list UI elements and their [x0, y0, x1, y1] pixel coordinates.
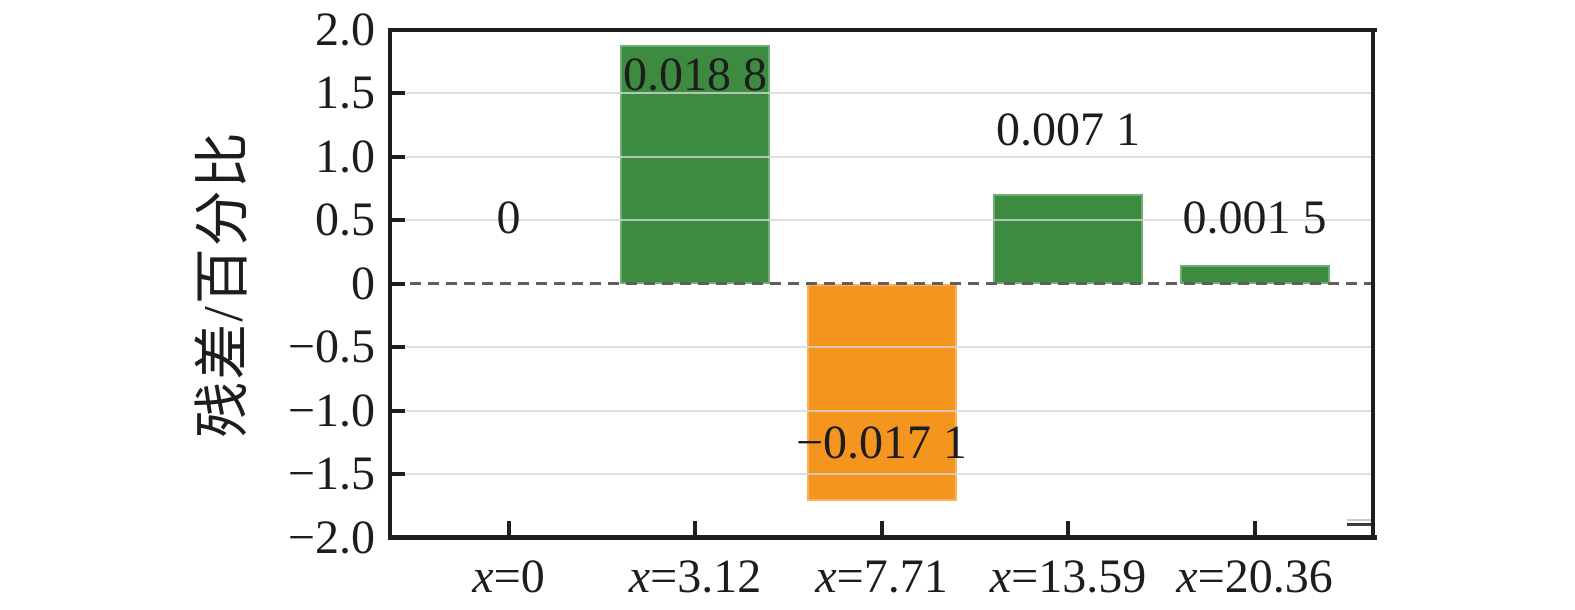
bar-value-label: 0.001 5 [1182, 191, 1327, 244]
gridline [392, 409, 1371, 412]
bar-value-label: 0 [496, 191, 521, 244]
x-tick-label: x=0 [472, 553, 544, 601]
x-axis-tick [693, 521, 697, 535]
y-axis-tick [392, 154, 405, 159]
x-tick-label: x=20.36 [1176, 553, 1332, 601]
x-variable: x [628, 550, 651, 603]
x-value: =13.59 [1011, 550, 1147, 603]
x-axis-tick [506, 521, 511, 535]
plot-spine-top [388, 28, 1377, 32]
gridline [392, 92, 1371, 95]
y-tick-label: −1.5 [287, 447, 375, 501]
x-value: =7.71 [836, 550, 948, 603]
x-variable: x [989, 550, 1012, 603]
x-variable: x [1176, 550, 1198, 603]
x-variable: x [472, 550, 494, 603]
bar [620, 45, 770, 284]
gridline [392, 346, 1371, 349]
y-tick-label: −2.0 [287, 510, 375, 564]
gridline [392, 155, 1371, 158]
x-value: =0 [493, 550, 545, 603]
plot-spine-right [1371, 28, 1375, 540]
y-tick-label: 0.5 [315, 193, 375, 247]
y-axis-tick [392, 281, 405, 286]
zero-reference-line [392, 282, 1371, 286]
x-axis-tick [1066, 521, 1070, 535]
y-tick-label: 1.0 [315, 129, 375, 183]
bar-value-label: −0.017 1 [795, 416, 968, 469]
x-tick-label: x=13.59 [990, 553, 1146, 601]
corner-artifact-line-light [1347, 519, 1373, 521]
y-tick-label: 1.5 [315, 66, 375, 120]
y-tick-label: 0 [351, 256, 375, 310]
x-axis-tick [1252, 521, 1257, 535]
y-axis-tick [392, 472, 405, 477]
gridline [392, 219, 1371, 222]
y-axis-tick [392, 345, 405, 350]
bar-value-label: 0.007 1 [996, 103, 1140, 156]
y-tick-label: 2.0 [315, 3, 375, 56]
y-tick-label: −1.0 [287, 383, 375, 437]
y-axis-tick [392, 408, 405, 413]
bar [993, 193, 1143, 284]
gridline [392, 473, 1371, 476]
y-tick-label: −0.5 [287, 320, 375, 374]
x-tick-label: x=3.12 [629, 553, 761, 601]
bar-value-label: 0.018 8 [623, 48, 767, 101]
x-value: =3.12 [650, 550, 762, 603]
x-tick-label: x=7.71 [815, 553, 947, 601]
plot-spine-bottom [388, 535, 1377, 540]
x-value: =20.36 [1197, 550, 1333, 603]
bar [1179, 264, 1330, 284]
y-axis-tick [392, 91, 405, 96]
plot-spine-left [388, 28, 392, 540]
x-variable: x [815, 550, 837, 603]
corner-artifact-line-dark [1347, 523, 1373, 526]
x-axis-tick [879, 521, 884, 535]
y-axis-tick [392, 218, 405, 223]
